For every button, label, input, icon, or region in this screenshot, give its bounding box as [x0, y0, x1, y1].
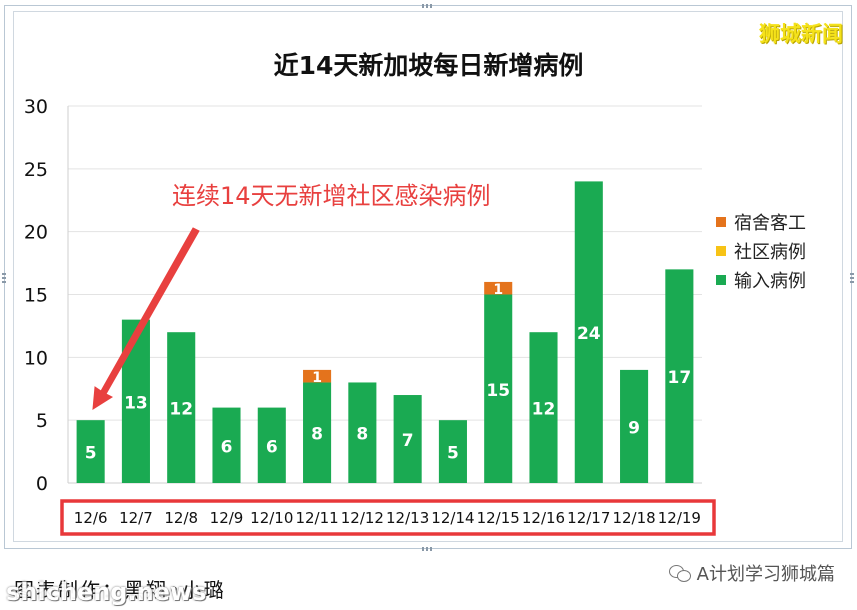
chart-inner-border [13, 11, 843, 542]
y-tick-label: 0 [36, 473, 48, 495]
news-watermark: 狮城新闻 [759, 22, 843, 46]
x-tick-label: 12/9 [210, 509, 244, 527]
data-label: 12 [532, 400, 556, 420]
legend-swatch [716, 274, 726, 285]
data-label: 6 [221, 437, 233, 457]
x-tick-label: 12/13 [386, 509, 429, 527]
x-tick-label: 12/7 [119, 509, 153, 527]
category-highlight-box [60, 499, 716, 536]
chart-credit: 图表制作：黑翔◦小璐 [14, 578, 226, 602]
account-name: A计划学习狮城篇 [696, 564, 835, 585]
resize-handle-left[interactable] [2, 273, 6, 285]
legend-swatch [716, 245, 726, 256]
data-label: 8 [311, 425, 323, 445]
x-tick-label: 12/10 [250, 509, 293, 527]
data-label: 17 [668, 368, 692, 388]
bar-imported [167, 332, 196, 483]
x-tick-label: 12/15 [477, 509, 520, 527]
legend-swatch [716, 216, 726, 227]
legend-item: 输入病例 [716, 265, 806, 294]
y-tick-label: 10 [24, 347, 48, 369]
bar-dorm [484, 281, 513, 295]
data-label: 6 [266, 437, 278, 457]
site-watermark: shicheng.news [6, 578, 207, 606]
chart-title: 近14天新加坡每日新增病例 [273, 51, 584, 80]
resize-handle-right[interactable] [850, 273, 854, 285]
bar-imported [529, 332, 558, 483]
y-tick-label: 25 [24, 159, 48, 181]
x-tick-label: 12/19 [658, 509, 701, 527]
account-badge: A计划学习狮城篇 [668, 560, 835, 586]
bar-imported [484, 294, 513, 483]
data-label: 13 [124, 393, 148, 413]
resize-handle-bottom[interactable] [422, 547, 434, 551]
data-label: 24 [577, 324, 601, 344]
x-tick-label: 12/14 [431, 509, 474, 527]
bar-imported [212, 407, 241, 483]
x-tick-label: 12/12 [341, 509, 384, 527]
bar-imported [76, 420, 105, 483]
data-label: 15 [486, 381, 510, 401]
bar-imported [620, 369, 649, 483]
data-label: 12 [169, 400, 193, 420]
legend-label: 输入病例 [734, 270, 806, 292]
annotation-arrow [92, 227, 200, 410]
x-tick-label: 12/17 [567, 509, 610, 527]
bar-imported [665, 269, 694, 483]
data-label: 8 [356, 425, 368, 445]
bar-imported [303, 382, 332, 483]
y-tick-label: 5 [36, 410, 48, 432]
y-tick-label: 20 [24, 222, 48, 244]
y-tick-label: 30 [24, 96, 48, 118]
legend-item: 社区病例 [716, 236, 806, 265]
data-label: 5 [85, 444, 97, 464]
resize-handle-top[interactable] [422, 4, 434, 8]
bar-imported [438, 420, 467, 483]
legend-label: 社区病例 [734, 241, 806, 263]
bar-imported [257, 407, 286, 483]
x-tick-label: 12/8 [164, 509, 198, 527]
data-label: 5 [447, 444, 459, 464]
legend-item: 宿舍客工 [716, 207, 806, 236]
data-label: 1 [493, 282, 503, 298]
x-tick-label: 12/18 [612, 509, 655, 527]
wechat-icon [668, 564, 691, 582]
bar-imported [393, 395, 422, 483]
bar-dorm [303, 369, 332, 383]
chart-legend: 宿舍客工社区病例输入病例 [716, 207, 806, 294]
data-label: 1 [312, 370, 322, 386]
data-label: 7 [402, 431, 414, 451]
y-tick-label: 15 [24, 285, 48, 307]
x-tick-label: 12/16 [522, 509, 565, 527]
x-tick-label: 12/6 [74, 509, 108, 527]
legend-label: 宿舍客工 [734, 212, 806, 234]
data-label: 9 [628, 418, 640, 438]
annotation-text: 连续14天无新增社区感染病例 [172, 182, 491, 210]
bar-imported [348, 382, 377, 483]
bar-imported [574, 181, 603, 483]
x-tick-label: 12/11 [295, 509, 338, 527]
